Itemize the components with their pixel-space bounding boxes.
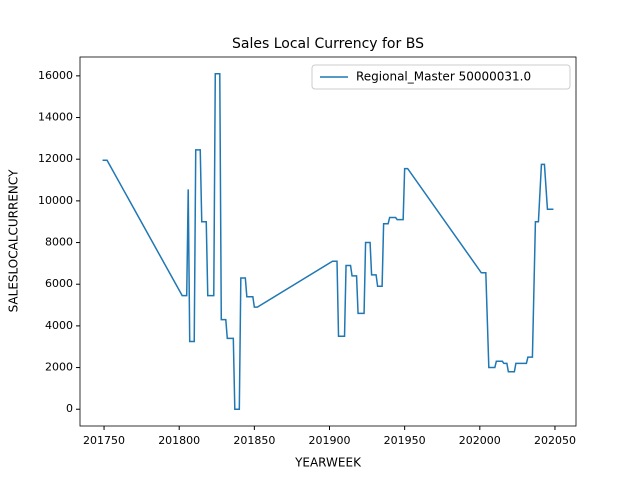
y-tick-label: 2000 (45, 361, 73, 374)
plot-frame (79, 56, 577, 427)
legend-label: Regional_Master 50000031.0 (356, 70, 531, 84)
x-tick-label: 201950 (384, 434, 426, 447)
y-tick-label: 10000 (38, 194, 73, 207)
y-tick-label: 8000 (45, 236, 73, 249)
x-axis-label: YEARWEEK (294, 456, 362, 470)
chart-title: Sales Local Currency for BS (232, 36, 424, 52)
y-tick-label: 0 (66, 402, 73, 415)
data-line (102, 73, 554, 410)
y-tick-label: 4000 (45, 319, 73, 332)
x-tick-label: 201800 (158, 434, 200, 447)
x-tick-label: 202050 (534, 434, 576, 447)
y-tick-label: 6000 (45, 277, 73, 290)
legend-box (311, 64, 571, 90)
x-tick-label: 201900 (309, 434, 351, 447)
y-tick-label: 14000 (38, 111, 73, 124)
y-tick-label: 16000 (38, 69, 73, 82)
y-tick-label: 12000 (38, 152, 73, 165)
x-tick-label: 201850 (233, 434, 275, 447)
x-tick-label: 202000 (459, 434, 501, 447)
y-axis-label: SALESLOCALCURRENCY (7, 169, 21, 312)
x-tick-label: 201750 (83, 434, 125, 447)
